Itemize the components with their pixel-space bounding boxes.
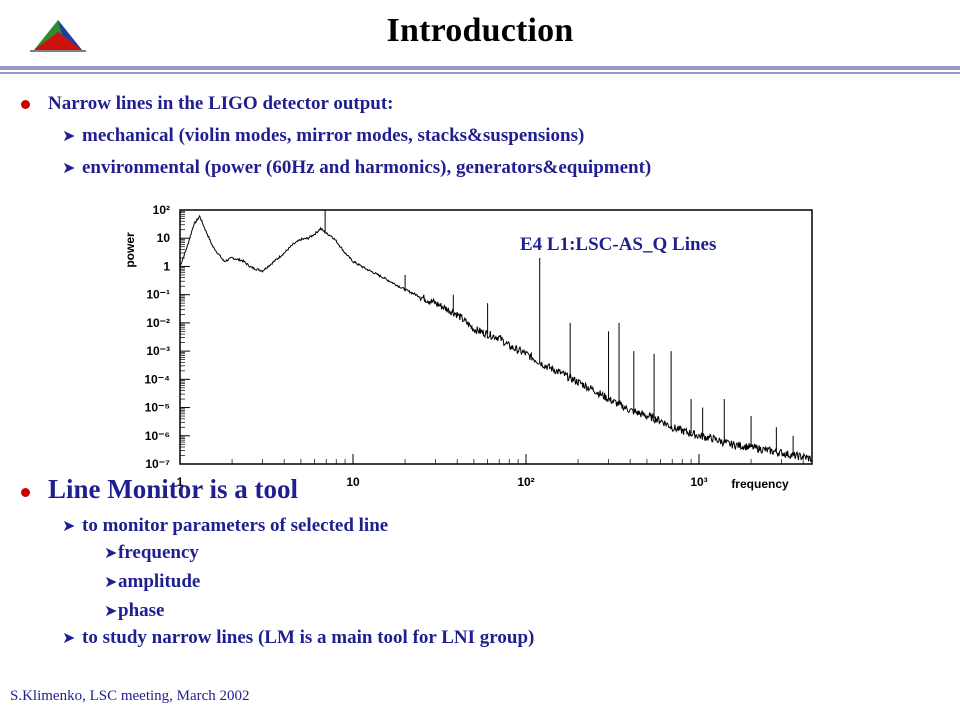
y-tick-label: 10⁻¹ [146, 288, 170, 302]
arrowhead-icon: ➤ [62, 126, 76, 145]
series-line [179, 214, 812, 462]
sub-bullet-study: ➤ to study narrow lines (LM is a main too… [62, 627, 534, 649]
y-tick-label: 10⁻⁶ [145, 429, 170, 443]
y-tick-label: 1 [163, 259, 170, 273]
bullet-icon [21, 100, 30, 109]
arrowhead-icon: ➤ [104, 572, 118, 591]
sub-bullet-text: to monitor parameters of selected line [82, 515, 389, 536]
title-divider [0, 66, 960, 70]
subsub-bullet-text: frequency [118, 542, 199, 563]
y-axis-label: power [123, 232, 137, 268]
x-tick-label: 10² [517, 475, 534, 489]
footer-credit: S.Klimenko, LSC meeting, March 2002 [10, 688, 250, 704]
sub-bullet-text: to study narrow lines (LM is a main tool… [82, 627, 535, 648]
y-tick-label: 10⁻² [146, 316, 170, 330]
arrowhead-icon: ➤ [62, 516, 76, 535]
y-tick-label: 10⁻⁵ [145, 401, 170, 415]
slide-title: Introduction [386, 12, 574, 49]
sub-bullet-text: environmental (power (60Hz and harmonics… [82, 157, 652, 178]
x-tick-label: 10³ [690, 475, 707, 489]
title-divider-thin [0, 72, 960, 74]
bullet-icon [21, 488, 30, 497]
subsub-bullet-text: phase [118, 600, 165, 621]
subsub-bullet-phase: ➤phase [104, 600, 164, 622]
subsub-bullet-text: amplitude [118, 571, 201, 592]
y-tick-label: 10⁻⁷ [145, 457, 170, 471]
y-tick-label: 10⁻³ [146, 344, 170, 358]
sub-bullet-monitor: ➤ to monitor parameters of selected line [62, 515, 388, 537]
bullet-line-monitor: Line Monitor is a tool [48, 474, 299, 504]
x-tick-label: 10 [346, 475, 360, 489]
bullet-narrow-lines: Narrow lines in the LIGO detector output… [48, 93, 394, 114]
plot-frame [179, 209, 813, 465]
subsub-bullet-amplitude: ➤amplitude [104, 571, 200, 593]
chart-title: E4 L1:LSC-AS_Q Lines [520, 234, 717, 255]
arrowhead-icon: ➤ [104, 601, 118, 620]
y-tick-label: 10 [157, 231, 171, 245]
sub-bullet-text: mechanical (violin modes, mirror modes, … [82, 125, 585, 146]
arrowhead-icon: ➤ [62, 628, 76, 647]
arrowhead-icon: ➤ [104, 543, 118, 562]
sub-bullet-environmental: ➤ environmental (power (60Hz and harmonic… [62, 157, 651, 179]
subsub-bullet-frequency: ➤frequency [104, 542, 199, 564]
pyramid-logo-icon [30, 20, 86, 52]
y-tick-label: 10² [153, 203, 170, 217]
x-axis-label: frequency [731, 477, 789, 491]
y-tick-label: 10⁻⁴ [144, 372, 170, 386]
sub-bullet-mechanical: ➤ mechanical (violin modes, mirror modes,… [62, 125, 584, 147]
arrowhead-icon: ➤ [62, 158, 76, 177]
